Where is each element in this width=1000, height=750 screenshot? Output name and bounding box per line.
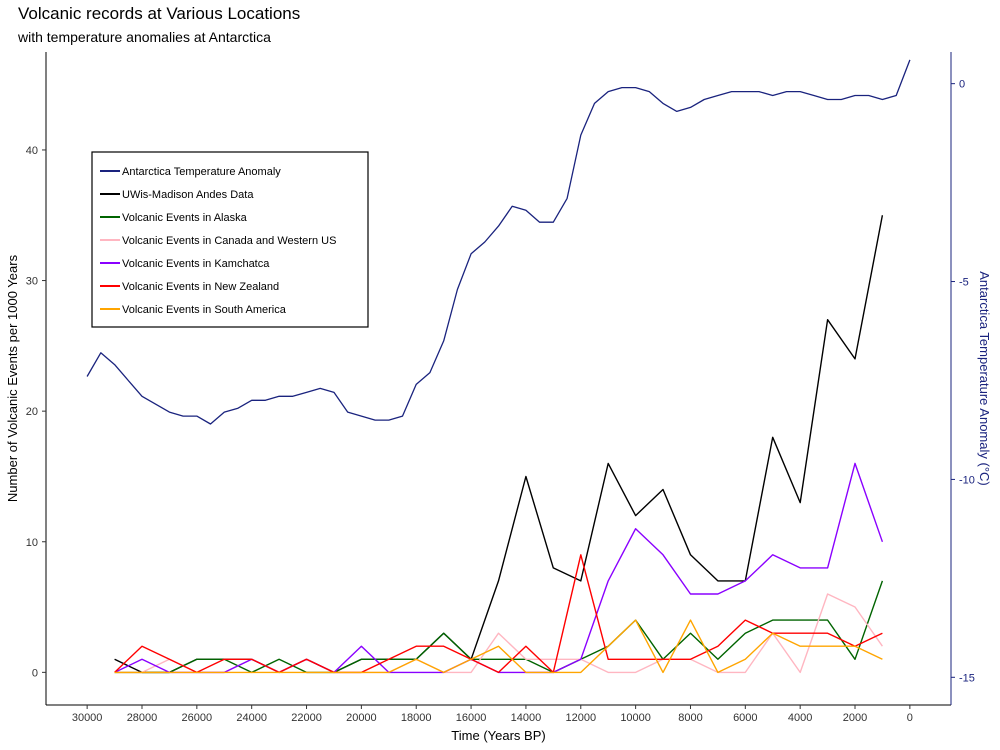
chart-title: Volcanic records at Various Locations [18,4,301,23]
x-tick-label: 0 [907,712,913,724]
x-tick-label: 14000 [511,712,542,724]
y2-tick-label: 0 [959,79,965,91]
legend-label: Volcanic Events in Kamchatca [122,258,270,270]
y2-axis-title: Antarctica Temperature Anomaly (°C) [977,271,992,486]
legend-label: Volcanic Events in New Zealand [122,281,279,293]
x-tick-label: 24000 [236,712,267,724]
x-tick-label: 8000 [678,712,702,724]
series-line-2 [114,593,883,674]
series-layer [86,59,911,674]
x-axis-title: Time (Years BP) [451,728,545,743]
y2-tick-label: -15 [959,672,975,684]
x-tick-label: 22000 [291,712,322,724]
x-tick-label: 2000 [843,712,867,724]
legend-label: Volcanic Events in Alaska [122,212,248,224]
y-tick-label: 30 [26,276,38,288]
y-tick-label: 0 [32,667,38,679]
y2-tick-label: -10 [959,474,975,486]
legend: Antarctica Temperature Anomaly UWis-Madis… [91,151,369,328]
legend-label: Volcanic Events in South America [122,304,287,316]
legend-box [91,151,369,328]
x-tick-label: 10000 [620,712,651,724]
x-tick-label: 20000 [346,712,377,724]
x-tick-label: 28000 [127,712,158,724]
legend-label: Volcanic Events in Canada and Western US [122,235,336,247]
y-tick-label: 40 [26,145,38,157]
y2-tick-label: -5 [959,277,969,289]
y-tick-label: 10 [26,537,38,549]
x-tick-label: 12000 [565,712,596,724]
y-tick-label: 20 [26,406,38,418]
legend-label: Antarctica Temperature Anomaly [122,166,281,178]
x-tick-label: 16000 [456,712,487,724]
chart-subtitle: with temperature anomalies at Antarctica [18,29,271,45]
legend-label: UWis-Madison Andes Data [122,189,254,201]
axes-layer: 30000 28000 26000 24000 22000 20000 18000 16000… [5,52,992,743]
x-tick-label: 18000 [401,712,432,724]
series-line-5 [114,619,883,674]
y-axis-title: Number of Volcanic Events per 1000 Years [5,254,20,502]
x-tick-label: 4000 [788,712,812,724]
x-tick-label: 6000 [733,712,757,724]
series-line-antarctica-temperature [86,59,911,425]
x-tick-label: 26000 [182,712,213,724]
x-tick-label: 30000 [72,712,103,724]
series-line-4 [114,554,883,674]
series-line-1 [114,580,884,674]
